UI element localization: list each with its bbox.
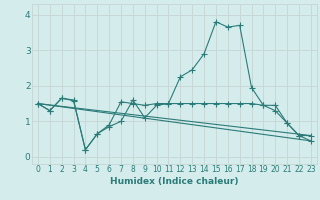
X-axis label: Humidex (Indice chaleur): Humidex (Indice chaleur) (110, 177, 239, 186)
